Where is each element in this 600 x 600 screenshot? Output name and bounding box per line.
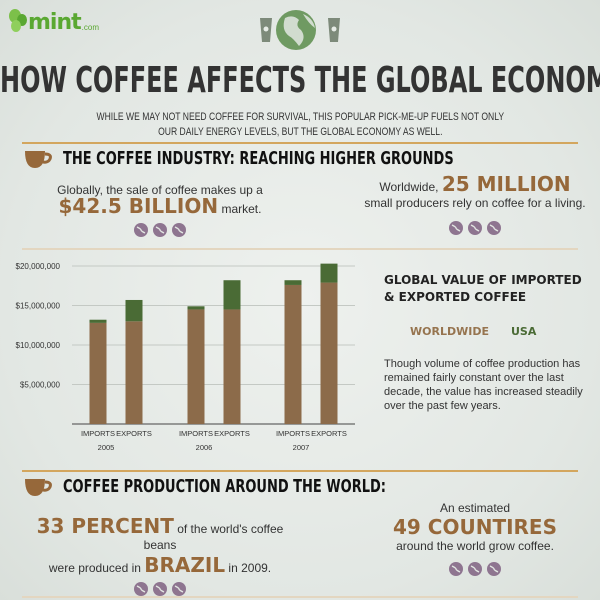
section-heading-industry: THE COFFEE INDUSTRY: REACHING HIGHER GRO… — [24, 148, 454, 170]
chart-title: GLOBAL VALUE OF IMPORTED & EXPORTED COFF… — [384, 273, 582, 304]
stat-value: 25 MILLION — [441, 172, 571, 196]
coffee-bean-icon — [172, 582, 186, 600]
legend-usa: USA — [510, 325, 537, 338]
group-label: 2007 — [293, 443, 310, 452]
coffee-bean-icon — [468, 562, 482, 580]
y-tick-label: $5,000,000 — [20, 381, 61, 390]
bean-row — [355, 221, 595, 239]
stat-value: 49 COUNTIRES — [392, 515, 557, 539]
subtitle-line: WHILE WE MAY NOT NEED COFFEE FOR SURVIVA… — [96, 111, 504, 123]
chart-legend: WORLDWIDE USA — [410, 325, 536, 338]
coffee-cup-icon — [328, 18, 340, 42]
stat-value: BRAZIL — [144, 553, 226, 577]
divider — [22, 596, 578, 598]
bar-worldwide-exports-2006 — [223, 309, 241, 424]
bar-worldwide-imports-2005 — [89, 322, 107, 424]
page-subtitle: WHILE WE MAY NOT NEED COFFEE FOR SURVIVA… — [0, 110, 600, 140]
coffee-cup-icon — [260, 18, 272, 42]
stacked-bar-chart: $5,000,000 $10,000,000 $15,000,000 $20,000,… — [16, 262, 355, 452]
bar-worldwide-exports-2007 — [320, 282, 338, 424]
bar-usa-exports-2005 — [125, 299, 143, 322]
x-tick-label: EXPORTS — [116, 429, 152, 438]
x-tick-label: IMPORTS — [81, 429, 115, 438]
coffee-bean-icon — [487, 221, 501, 239]
y-tick-label: $15,000,000 — [16, 302, 61, 311]
bar-usa-imports-2006 — [187, 306, 205, 310]
logo-text: mint — [28, 10, 82, 35]
bar-usa-imports-2005 — [89, 319, 107, 323]
coffee-bean-icon — [468, 221, 482, 239]
y-tick-label: $10,000,000 — [16, 341, 61, 350]
coffee-mug-icon — [25, 151, 52, 168]
coffee-mug-icon — [25, 479, 52, 496]
stat-countries: An estimated 49 COUNTIRES around the wor… — [355, 500, 595, 580]
section-heading-production: COFFEE PRODUCTION AROUND THE WORLD: — [24, 476, 386, 498]
bean-row — [355, 562, 595, 580]
stat-producers: Worldwide, 25 MILLION small producers re… — [355, 174, 595, 239]
coffee-bean-icon — [449, 221, 463, 239]
bar-usa-imports-2007 — [284, 280, 302, 285]
x-tick-label: EXPORTS — [311, 429, 347, 438]
page-title: HOW COFFEE AFFECTS THE GLOBAL ECONOMY — [0, 59, 600, 101]
coffee-bean-icon — [172, 223, 186, 241]
divider — [22, 248, 578, 250]
globe-icon — [276, 10, 316, 50]
group-label: 2005 — [98, 443, 115, 452]
bar-usa-exports-2007 — [320, 263, 338, 283]
x-tick-label: EXPORTS — [214, 429, 250, 438]
stat-brazil: 33 PERCENT of the world's coffee beans w… — [30, 516, 290, 600]
divider — [22, 470, 578, 472]
coffee-bean-icon — [449, 562, 463, 580]
header-illustration — [260, 10, 340, 50]
y-tick-label: $20,000,000 — [16, 262, 61, 271]
bar-worldwide-exports-2005 — [125, 321, 143, 424]
bean-row — [30, 582, 290, 600]
subtitle-line: OUR DAILY ENERGY LEVELS, BUT THE GLOBAL … — [157, 126, 443, 138]
bar-worldwide-imports-2007 — [284, 284, 302, 424]
mint-logo[interactable]: mint .com — [8, 8, 99, 34]
bar-usa-exports-2006 — [223, 280, 241, 310]
legend-worldwide: WORLDWIDE — [410, 325, 489, 338]
x-tick-label: IMPORTS — [179, 429, 213, 438]
bean-row — [40, 223, 280, 241]
logo-domain: .com — [81, 23, 99, 32]
x-tick-label: IMPORTS — [276, 429, 310, 438]
stat-value: $42.5 BILLION — [58, 194, 219, 218]
coffee-bean-icon — [134, 582, 148, 600]
bar-worldwide-imports-2006 — [187, 309, 205, 424]
divider — [22, 142, 578, 144]
coffee-bean-icon — [153, 223, 167, 241]
stat-value: 33 PERCENT — [36, 514, 174, 538]
coffee-bean-icon — [153, 582, 167, 600]
stat-market-size: Globally, the sale of coffee makes up a … — [40, 182, 280, 241]
chart-description: Though volume of coffee production has r… — [384, 358, 583, 412]
coffee-bean-icon — [134, 223, 148, 241]
coffee-bean-icon — [487, 562, 501, 580]
leaf-icon — [9, 9, 27, 32]
group-label: 2006 — [196, 443, 213, 452]
